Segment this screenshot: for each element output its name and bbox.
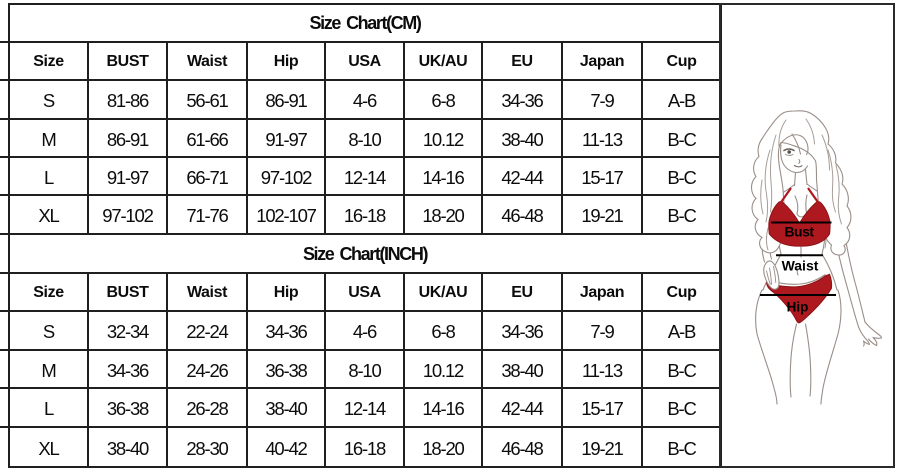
svg-text:Hip: Hip (787, 300, 809, 315)
svg-text:Waist: Waist (782, 257, 819, 273)
svg-text:Bust: Bust (784, 224, 814, 240)
